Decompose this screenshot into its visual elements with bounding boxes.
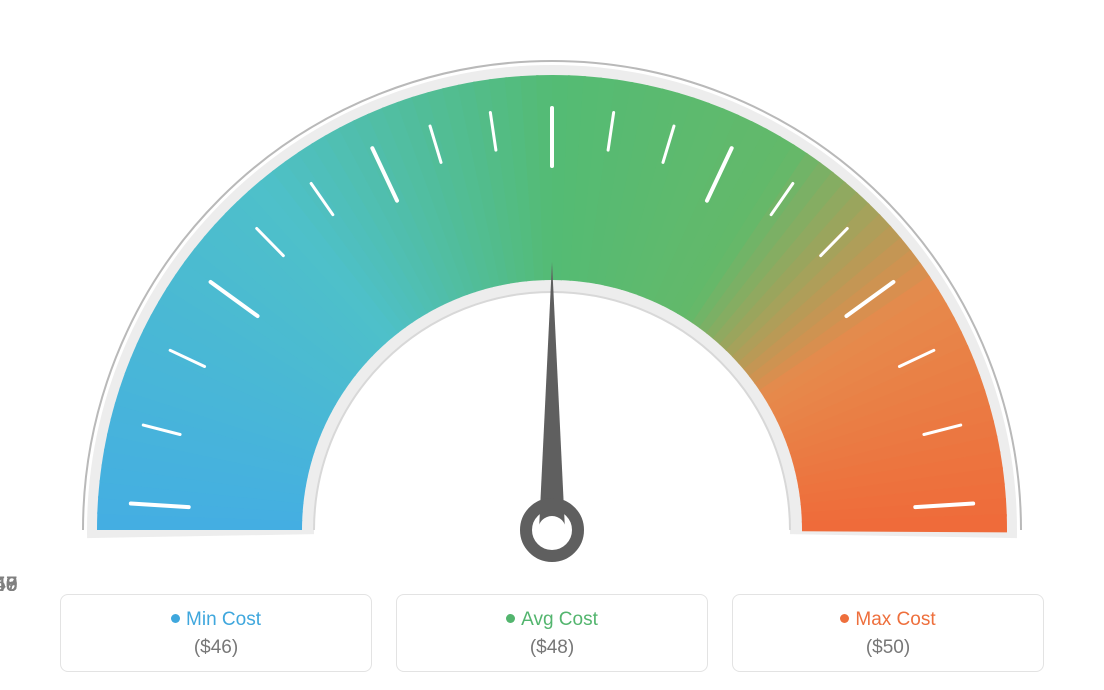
gauge-svg	[0, 0, 1104, 580]
legend-title-min: Min Cost	[61, 609, 371, 631]
legend-title-max: Max Cost	[733, 609, 1043, 631]
legend-value-max: ($50)	[733, 637, 1043, 659]
gauge-area: $46$47$48$48$49$50$50	[0, 0, 1104, 580]
legend-card-max: Max Cost ($50)	[732, 594, 1044, 672]
gauge-chart-container: $46$47$48$48$49$50$50 Min Cost ($46) Avg…	[0, 0, 1104, 690]
legend-label-min: Min Cost	[186, 609, 261, 630]
dot-min	[171, 614, 180, 623]
legend-label-max: Max Cost	[855, 609, 935, 630]
legend-value-avg: ($48)	[397, 637, 707, 659]
dot-max	[840, 614, 849, 623]
dot-avg	[506, 614, 515, 623]
legend-card-min: Min Cost ($46)	[60, 594, 372, 672]
legend-label-avg: Avg Cost	[521, 609, 598, 630]
legend-title-avg: Avg Cost	[397, 609, 707, 631]
legend-value-min: ($46)	[61, 637, 371, 659]
legend-card-avg: Avg Cost ($48)	[396, 594, 708, 672]
legend-row: Min Cost ($46) Avg Cost ($48) Max Cost (…	[0, 594, 1104, 672]
